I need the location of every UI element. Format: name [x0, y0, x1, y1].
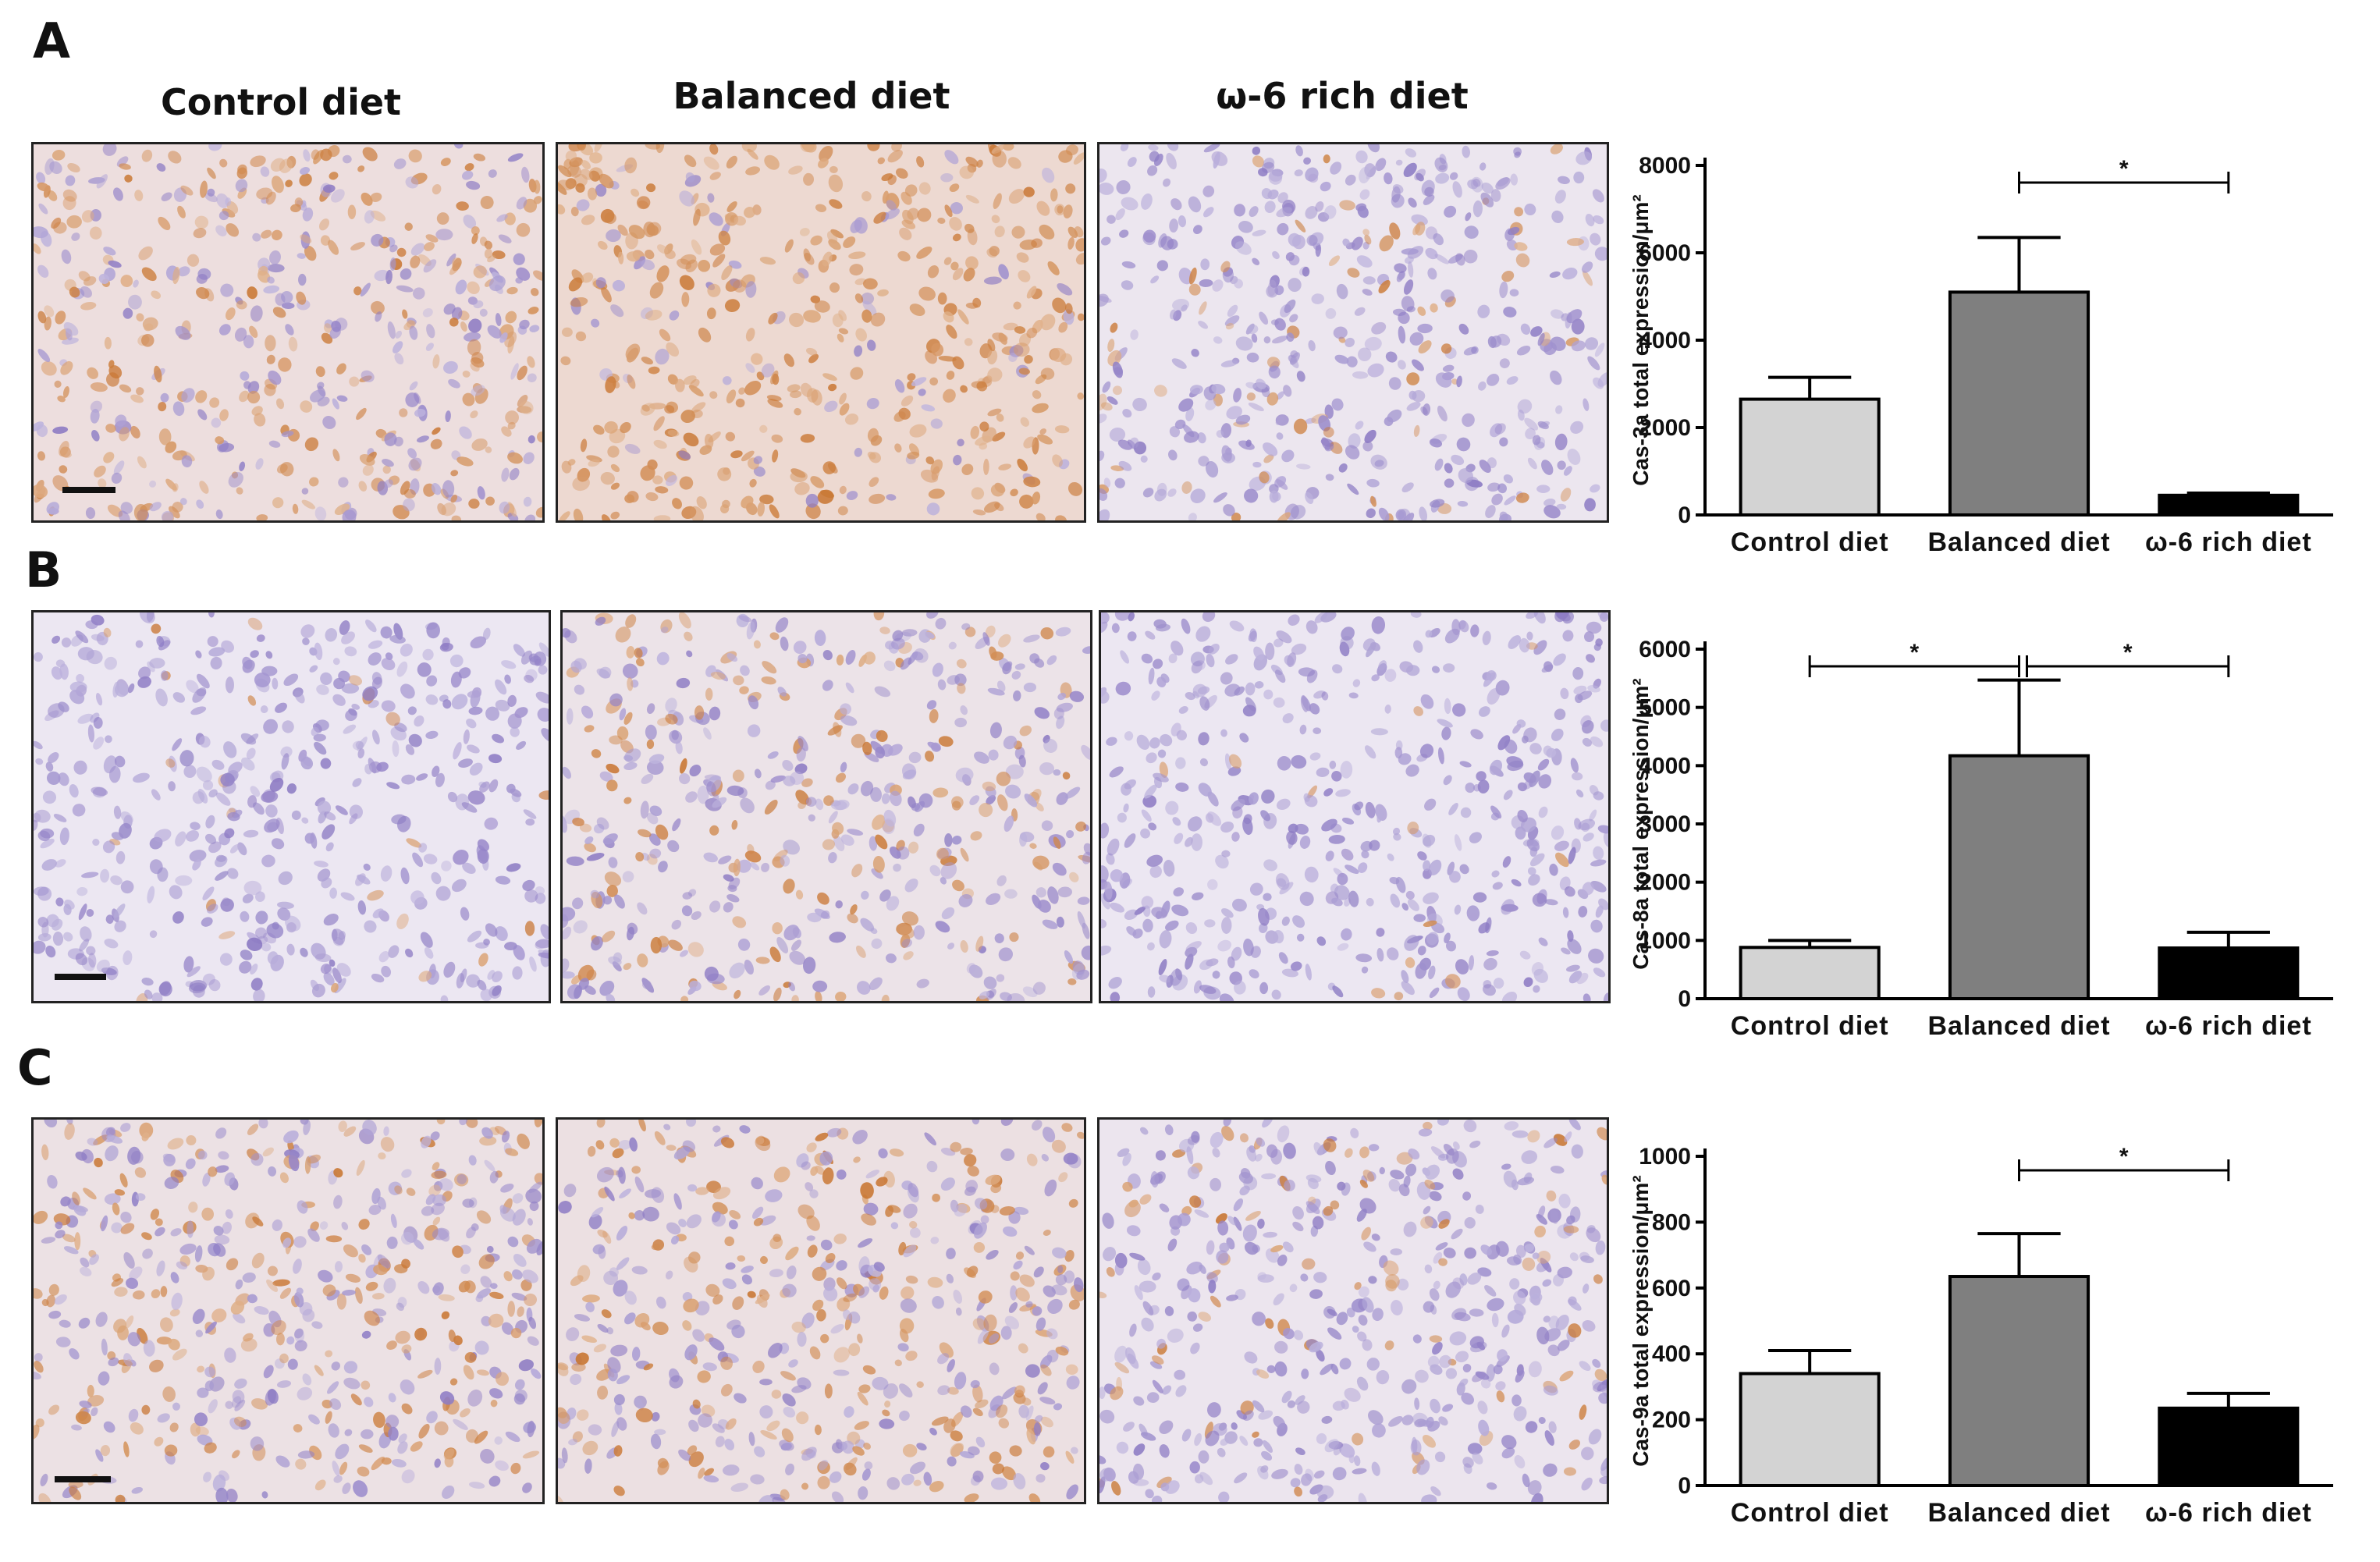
error-bar-control	[1768, 939, 1852, 948]
micrograph-a-omega6	[1097, 142, 1609, 523]
significance-label: *	[2119, 1144, 2129, 1170]
bar-balanced	[1948, 754, 2090, 1000]
bar-omega6	[2158, 493, 2300, 517]
bar-balanced	[1948, 290, 2090, 517]
significance-bracket	[2018, 1159, 2230, 1181]
micrograph-a-control	[31, 142, 545, 523]
error-bar-control	[1768, 375, 1852, 399]
tissue-texture	[34, 612, 549, 1001]
y-tick-label: 400	[1652, 1341, 1691, 1367]
column-header-balanced: Balanced diet	[673, 75, 950, 117]
y-tick-label: 4000	[1639, 328, 1691, 353]
y-tick-label: 6000	[1639, 637, 1691, 662]
micrograph-b-balanced	[560, 610, 1092, 1003]
micrograph-c-omega6	[1097, 1117, 1609, 1504]
y-tick-label: 0	[1678, 986, 1691, 1012]
tissue-texture	[34, 144, 542, 520]
error-bar-balanced	[1977, 678, 2061, 756]
significance-label: *	[1909, 640, 1919, 666]
bar-control	[1739, 1372, 1881, 1487]
y-tick-label: 2000	[1639, 415, 1691, 441]
bar-omega6	[2158, 946, 2300, 1001]
significance-label: *	[2119, 156, 2129, 182]
significance-bracket	[2026, 655, 2230, 677]
y-tick-label: 2000	[1639, 870, 1691, 896]
tissue-texture	[34, 1120, 542, 1502]
y-axis-label: Cas-3a total expression/μm²	[1629, 194, 1653, 485]
bar-omega6	[2158, 1406, 2300, 1487]
x-category-label: Control diet	[1731, 1498, 1889, 1528]
y-tick-label: 5000	[1639, 695, 1691, 721]
tissue-texture	[563, 612, 1090, 1001]
x-category-label: ω-6 rich diet	[2145, 1498, 2312, 1528]
significance-bracket	[2018, 172, 2230, 193]
micrograph-b-control	[31, 610, 551, 1003]
significance-bracket	[1808, 655, 2020, 677]
tissue-texture	[1099, 1120, 1607, 1502]
y-tick-label: 4000	[1639, 753, 1691, 779]
column-header-omega6: ω-6 rich diet	[1216, 75, 1469, 117]
x-category-label: Control diet	[1731, 1011, 1889, 1041]
y-tick-label: 1000	[1639, 1144, 1691, 1170]
y-tick-label: 200	[1652, 1408, 1691, 1433]
bar-control	[1739, 946, 1881, 1000]
y-tick-label: 8000	[1639, 153, 1691, 179]
bar-balanced	[1948, 1275, 2090, 1487]
error-bar-omega6	[2186, 492, 2270, 495]
error-bar-control	[1768, 1348, 1852, 1374]
error-bar-balanced	[1977, 236, 2061, 293]
y-tick-label: 6000	[1639, 240, 1691, 266]
x-category-label: ω-6 rich diet	[2145, 1011, 2312, 1041]
y-tick-label: 0	[1678, 1473, 1691, 1499]
significance-label: *	[2123, 640, 2133, 666]
micrograph-a-balanced	[556, 142, 1086, 523]
micrograph-c-control	[31, 1117, 545, 1504]
panel-letter-c: C	[17, 1039, 53, 1096]
error-bar-omega6	[2186, 930, 2270, 949]
chart-cas9a: Cas-9a total expression/μm² 0 200 400 600 800…	[1629, 1144, 2333, 1528]
x-category-label: ω-6 rich diet	[2145, 527, 2312, 557]
error-bar-balanced	[1977, 1232, 2061, 1277]
x-category-label: Balanced diet	[1927, 527, 2110, 557]
panel-letter-a: A	[33, 12, 70, 69]
scale-bar-a	[62, 487, 115, 493]
y-axis-label: Cas-9a total expression/μm²	[1629, 1175, 1653, 1466]
x-category-label: Control diet	[1731, 527, 1889, 557]
x-category-label: Balanced diet	[1927, 1498, 2110, 1528]
x-category-label: Balanced diet	[1927, 1011, 2110, 1041]
y-tick-label: 0	[1678, 502, 1691, 528]
micrograph-c-balanced	[556, 1117, 1086, 1504]
y-tick-label: 3000	[1639, 811, 1691, 837]
panel-letter-b: B	[25, 541, 62, 598]
tissue-texture	[1099, 144, 1607, 520]
y-tick-label: 800	[1652, 1209, 1691, 1235]
y-tick-label: 1000	[1639, 928, 1691, 953]
column-header-control: Control diet	[160, 81, 402, 123]
bar-control	[1739, 397, 1881, 517]
scale-bar-b	[55, 974, 106, 980]
y-axis-label: Cas-8a total expression/μm²	[1629, 678, 1653, 969]
tissue-texture	[1101, 612, 1608, 1001]
scale-bar-c	[55, 1476, 111, 1482]
tissue-texture	[558, 1120, 1084, 1502]
error-bar-omega6	[2186, 1391, 2270, 1408]
tissue-texture	[558, 144, 1084, 520]
y-tick-label: 600	[1652, 1276, 1691, 1301]
chart-cas8a: Cas-8a total expression/μm² 0 1000 2000 3000…	[1629, 637, 2333, 1041]
chart-cas3a: Cas-3a total expression/μm² 0 2000 4000 6000…	[1629, 153, 2333, 557]
micrograph-b-omega6	[1099, 610, 1611, 1003]
